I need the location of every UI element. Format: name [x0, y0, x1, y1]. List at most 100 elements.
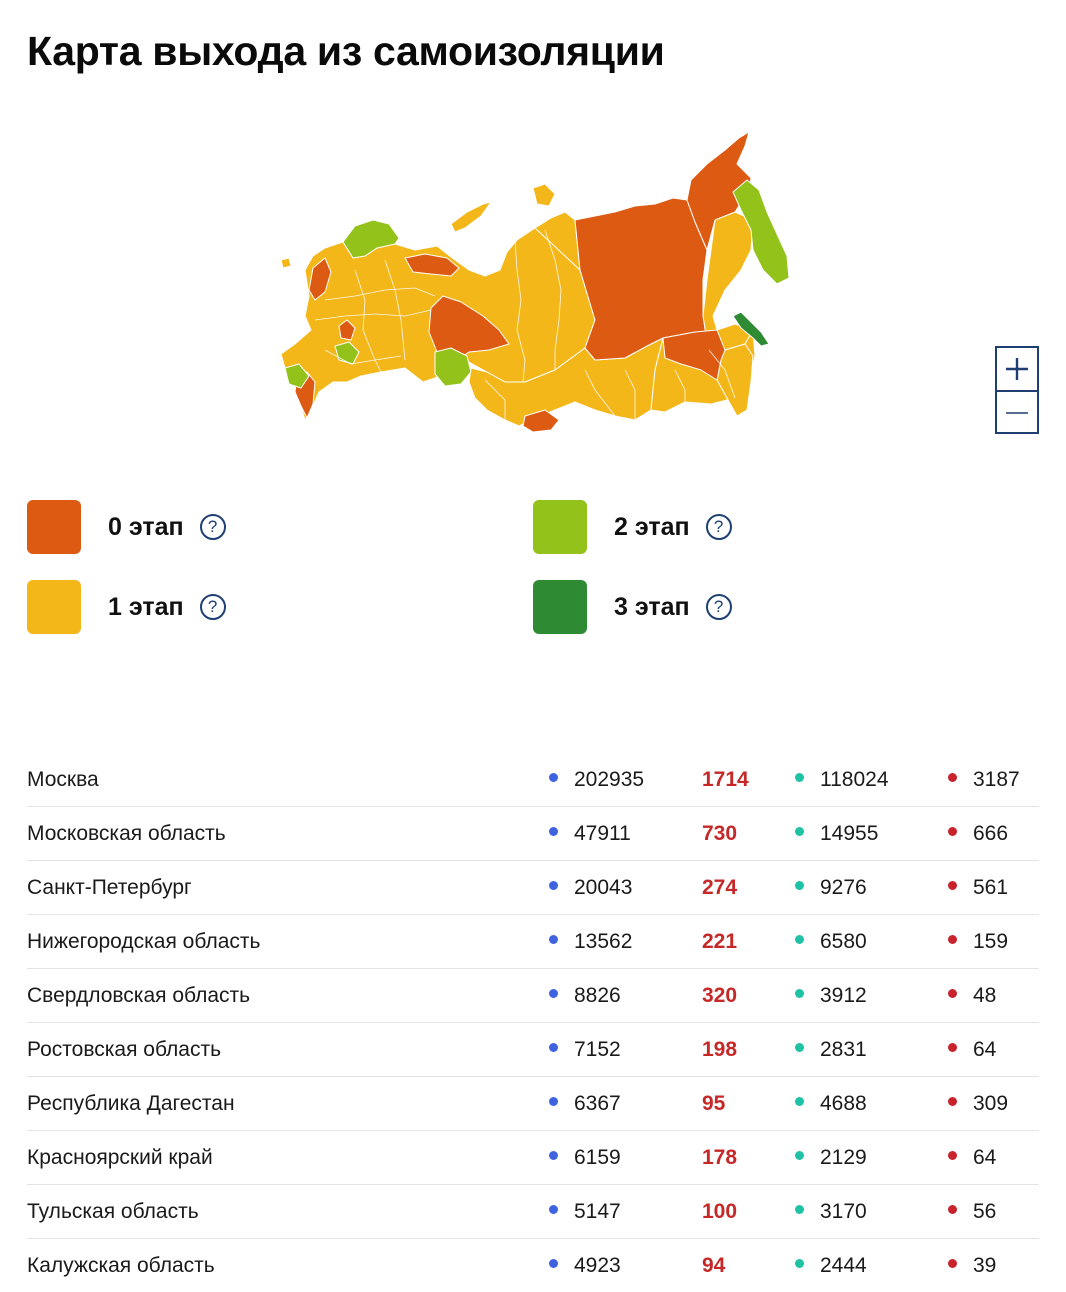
region-name: Санкт-Петербург [27, 876, 192, 899]
recovered-dot-icon [795, 880, 804, 890]
cases-cell: 6159 [549, 1131, 621, 1184]
deaths-value: 48 [973, 984, 997, 1007]
recovered-value: 2444 [820, 1254, 867, 1277]
recovered-cell: 2129 [795, 1131, 867, 1184]
help-icon[interactable]: ? [705, 594, 732, 620]
map-legend: 0 этап ? 2 этап ? 1 этап ? 3 этап ? [27, 500, 1039, 640]
legend-item-stage3: 3 этап ? [533, 580, 732, 634]
table-row[interactable]: Свердловская область 8826 320 3912 48 [27, 969, 1039, 1023]
recovered-dot-icon [795, 772, 804, 782]
map-region-stage3-sakhalin [732, 311, 770, 347]
help-icon[interactable]: ? [705, 514, 732, 540]
page-title: Карта выхода из самоизоляции [27, 28, 665, 74]
recovered-dot-icon [795, 1150, 804, 1160]
table-row[interactable]: Московская область 47911 730 14955 666 [27, 807, 1039, 861]
deaths-dot-icon [948, 880, 957, 890]
deaths-value: 64 [973, 1038, 997, 1061]
recovered-dot-icon [795, 826, 804, 836]
new-cases-value: 221 [702, 930, 738, 953]
deaths-cell: 666 [948, 807, 1008, 860]
map-region-stage2-kamchatka [732, 179, 790, 285]
cases-dot-icon [549, 772, 558, 782]
minus-icon [1006, 412, 1028, 414]
table-row[interactable]: Ростовская область 7152 198 2831 64 [27, 1023, 1039, 1077]
help-icon[interactable]: ? [199, 514, 226, 540]
cases-dot-icon [549, 880, 558, 890]
legend-label: 1 этап [108, 592, 184, 621]
cases-cell: 13562 [549, 915, 632, 968]
table-row[interactable]: Тульская область 5147 100 3170 56 [27, 1185, 1039, 1239]
help-icon[interactable]: ? [199, 594, 226, 620]
deaths-value: 56 [973, 1200, 997, 1223]
cases-dot-icon [549, 1042, 558, 1052]
map-region-novaya-zemlya [450, 201, 492, 233]
legend-item-stage1: 1 этап ? [27, 580, 226, 634]
recovered-value: 2831 [820, 1038, 867, 1061]
map-region-stage2-south [284, 363, 310, 389]
new-cases-value: 274 [702, 876, 738, 899]
cases-dot-icon [549, 1150, 558, 1160]
map-region-stage0-krasnoyarsk [574, 197, 708, 361]
cases-value: 20043 [574, 876, 633, 899]
recovered-dot-icon [795, 934, 804, 944]
recovered-cell: 3170 [795, 1185, 867, 1238]
cases-dot-icon [549, 1258, 558, 1268]
deaths-cell: 3187 [948, 753, 1020, 806]
legend-swatch-stage0 [27, 500, 81, 554]
russia-map[interactable] [255, 120, 815, 450]
recovered-value: 9276 [820, 876, 867, 899]
legend-label: 3 этап [614, 592, 690, 621]
map-region-stage0-center [338, 319, 356, 341]
deaths-cell: 56 [948, 1185, 996, 1238]
recovered-value: 2129 [820, 1146, 867, 1169]
cases-value: 7152 [574, 1038, 621, 1061]
deaths-dot-icon [948, 772, 957, 782]
cases-dot-icon [549, 934, 558, 944]
map-region-stage2-murmansk [342, 219, 400, 259]
cases-value: 47911 [574, 822, 631, 845]
recovered-dot-icon [795, 1258, 804, 1268]
deaths-value: 309 [973, 1092, 1009, 1115]
zoom-out-button[interactable] [997, 390, 1037, 434]
cases-dot-icon [549, 1204, 558, 1214]
deaths-cell: 39 [948, 1239, 996, 1292]
map-region-stage0-karelia [308, 257, 332, 301]
cases-value: 6367 [574, 1092, 621, 1115]
region-name: Нижегородская область [27, 930, 261, 953]
region-name: Красноярский край [27, 1146, 213, 1169]
recovered-cell: 118024 [795, 753, 889, 806]
cases-cell: 5147 [549, 1185, 621, 1238]
map-region-stage0-chukotka [686, 131, 752, 251]
table-row[interactable]: Москва 202935 1714 118024 3187 [27, 753, 1039, 807]
cases-cell: 6367 [549, 1077, 621, 1130]
deaths-cell: 159 [948, 915, 1008, 968]
cases-cell: 47911 [549, 807, 631, 860]
table-row[interactable]: Республика Дагестан 6367 95 4688 309 [27, 1077, 1039, 1131]
recovered-value: 4688 [820, 1092, 867, 1115]
deaths-cell: 309 [948, 1077, 1008, 1130]
regions-table: Москва 202935 1714 118024 3187 Московска… [27, 753, 1039, 1292]
table-row[interactable]: Калужская область 4923 94 2444 39 [27, 1239, 1039, 1292]
legend-swatch-stage2 [533, 500, 587, 554]
cases-cell: 4923 [549, 1239, 621, 1292]
cases-dot-icon [549, 826, 558, 836]
recovered-cell: 2831 [795, 1023, 867, 1076]
recovered-cell: 14955 [795, 807, 878, 860]
region-name: Калужская область [27, 1254, 215, 1277]
deaths-dot-icon [948, 1204, 957, 1214]
zoom-in-button[interactable] [997, 348, 1037, 390]
legend-label: 0 этап [108, 512, 184, 541]
deaths-value: 159 [973, 930, 1009, 953]
deaths-dot-icon [948, 1042, 957, 1052]
new-cases-value: 1714 [702, 768, 749, 791]
recovered-value: 3912 [820, 984, 867, 1007]
table-row[interactable]: Санкт-Петербург 20043 274 9276 561 [27, 861, 1039, 915]
recovered-value: 3170 [820, 1200, 867, 1223]
table-row[interactable]: Нижегородская область 13562 221 6580 159 [27, 915, 1039, 969]
deaths-value: 561 [973, 876, 1009, 899]
recovered-dot-icon [795, 1096, 804, 1106]
recovered-dot-icon [795, 1042, 804, 1052]
map-region-arctic-islands [532, 183, 556, 207]
table-row[interactable]: Красноярский край 6159 178 2129 64 [27, 1131, 1039, 1185]
deaths-value: 39 [973, 1254, 997, 1277]
